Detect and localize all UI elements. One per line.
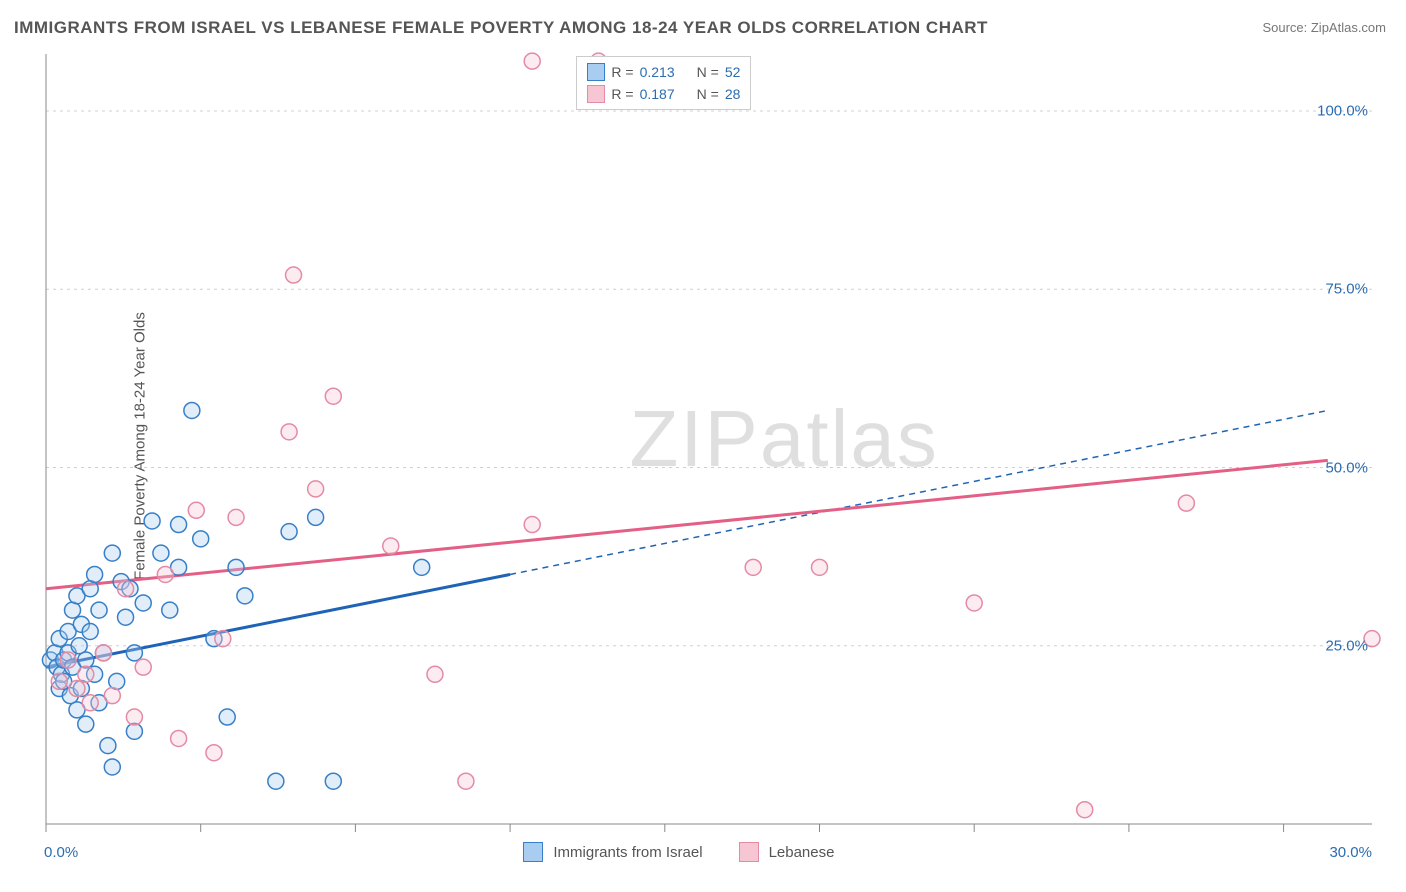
stats-legend-row: R = 0.213 N = 52 bbox=[587, 61, 740, 83]
y-tick-label: 50.0% bbox=[1325, 459, 1368, 476]
source-name: ZipAtlas.com bbox=[1311, 20, 1386, 35]
stats-legend: R = 0.213 N = 52 R = 0.187 N = 28 bbox=[576, 56, 751, 110]
legend-r-label: R = bbox=[611, 83, 633, 105]
scatter-plot bbox=[46, 54, 1372, 824]
legend-swatch bbox=[523, 842, 543, 862]
legend-n-value: 52 bbox=[725, 61, 741, 83]
legend-r-value: 0.187 bbox=[640, 83, 675, 105]
legend-n-value: 28 bbox=[725, 83, 741, 105]
legend-r-value: 0.213 bbox=[640, 61, 675, 83]
legend-series-label: Immigrants from Israel bbox=[553, 844, 702, 861]
source-attribution: Source: ZipAtlas.com bbox=[1262, 20, 1386, 35]
y-tick-label: 75.0% bbox=[1325, 281, 1368, 298]
x-tick-label-left: 0.0% bbox=[44, 844, 78, 861]
legend-swatch bbox=[739, 842, 759, 862]
legend-swatch bbox=[587, 63, 605, 81]
chart-title: IMMIGRANTS FROM ISRAEL VS LEBANESE FEMAL… bbox=[14, 18, 988, 38]
legend-r-label: R = bbox=[611, 61, 633, 83]
y-tick-label: 100.0% bbox=[1317, 103, 1368, 120]
y-tick-label: 25.0% bbox=[1325, 637, 1368, 654]
legend-n-label: N = bbox=[697, 83, 719, 105]
stats-legend-row: R = 0.187 N = 28 bbox=[587, 83, 740, 105]
legend-swatch bbox=[587, 85, 605, 103]
source-prefix: Source: bbox=[1262, 20, 1310, 35]
x-tick-label-right: 30.0% bbox=[1329, 844, 1372, 861]
legend-n-label: N = bbox=[697, 61, 719, 83]
legend-series-label: Lebanese bbox=[769, 844, 835, 861]
series-legend: Immigrants from Israel Lebanese bbox=[523, 842, 860, 862]
